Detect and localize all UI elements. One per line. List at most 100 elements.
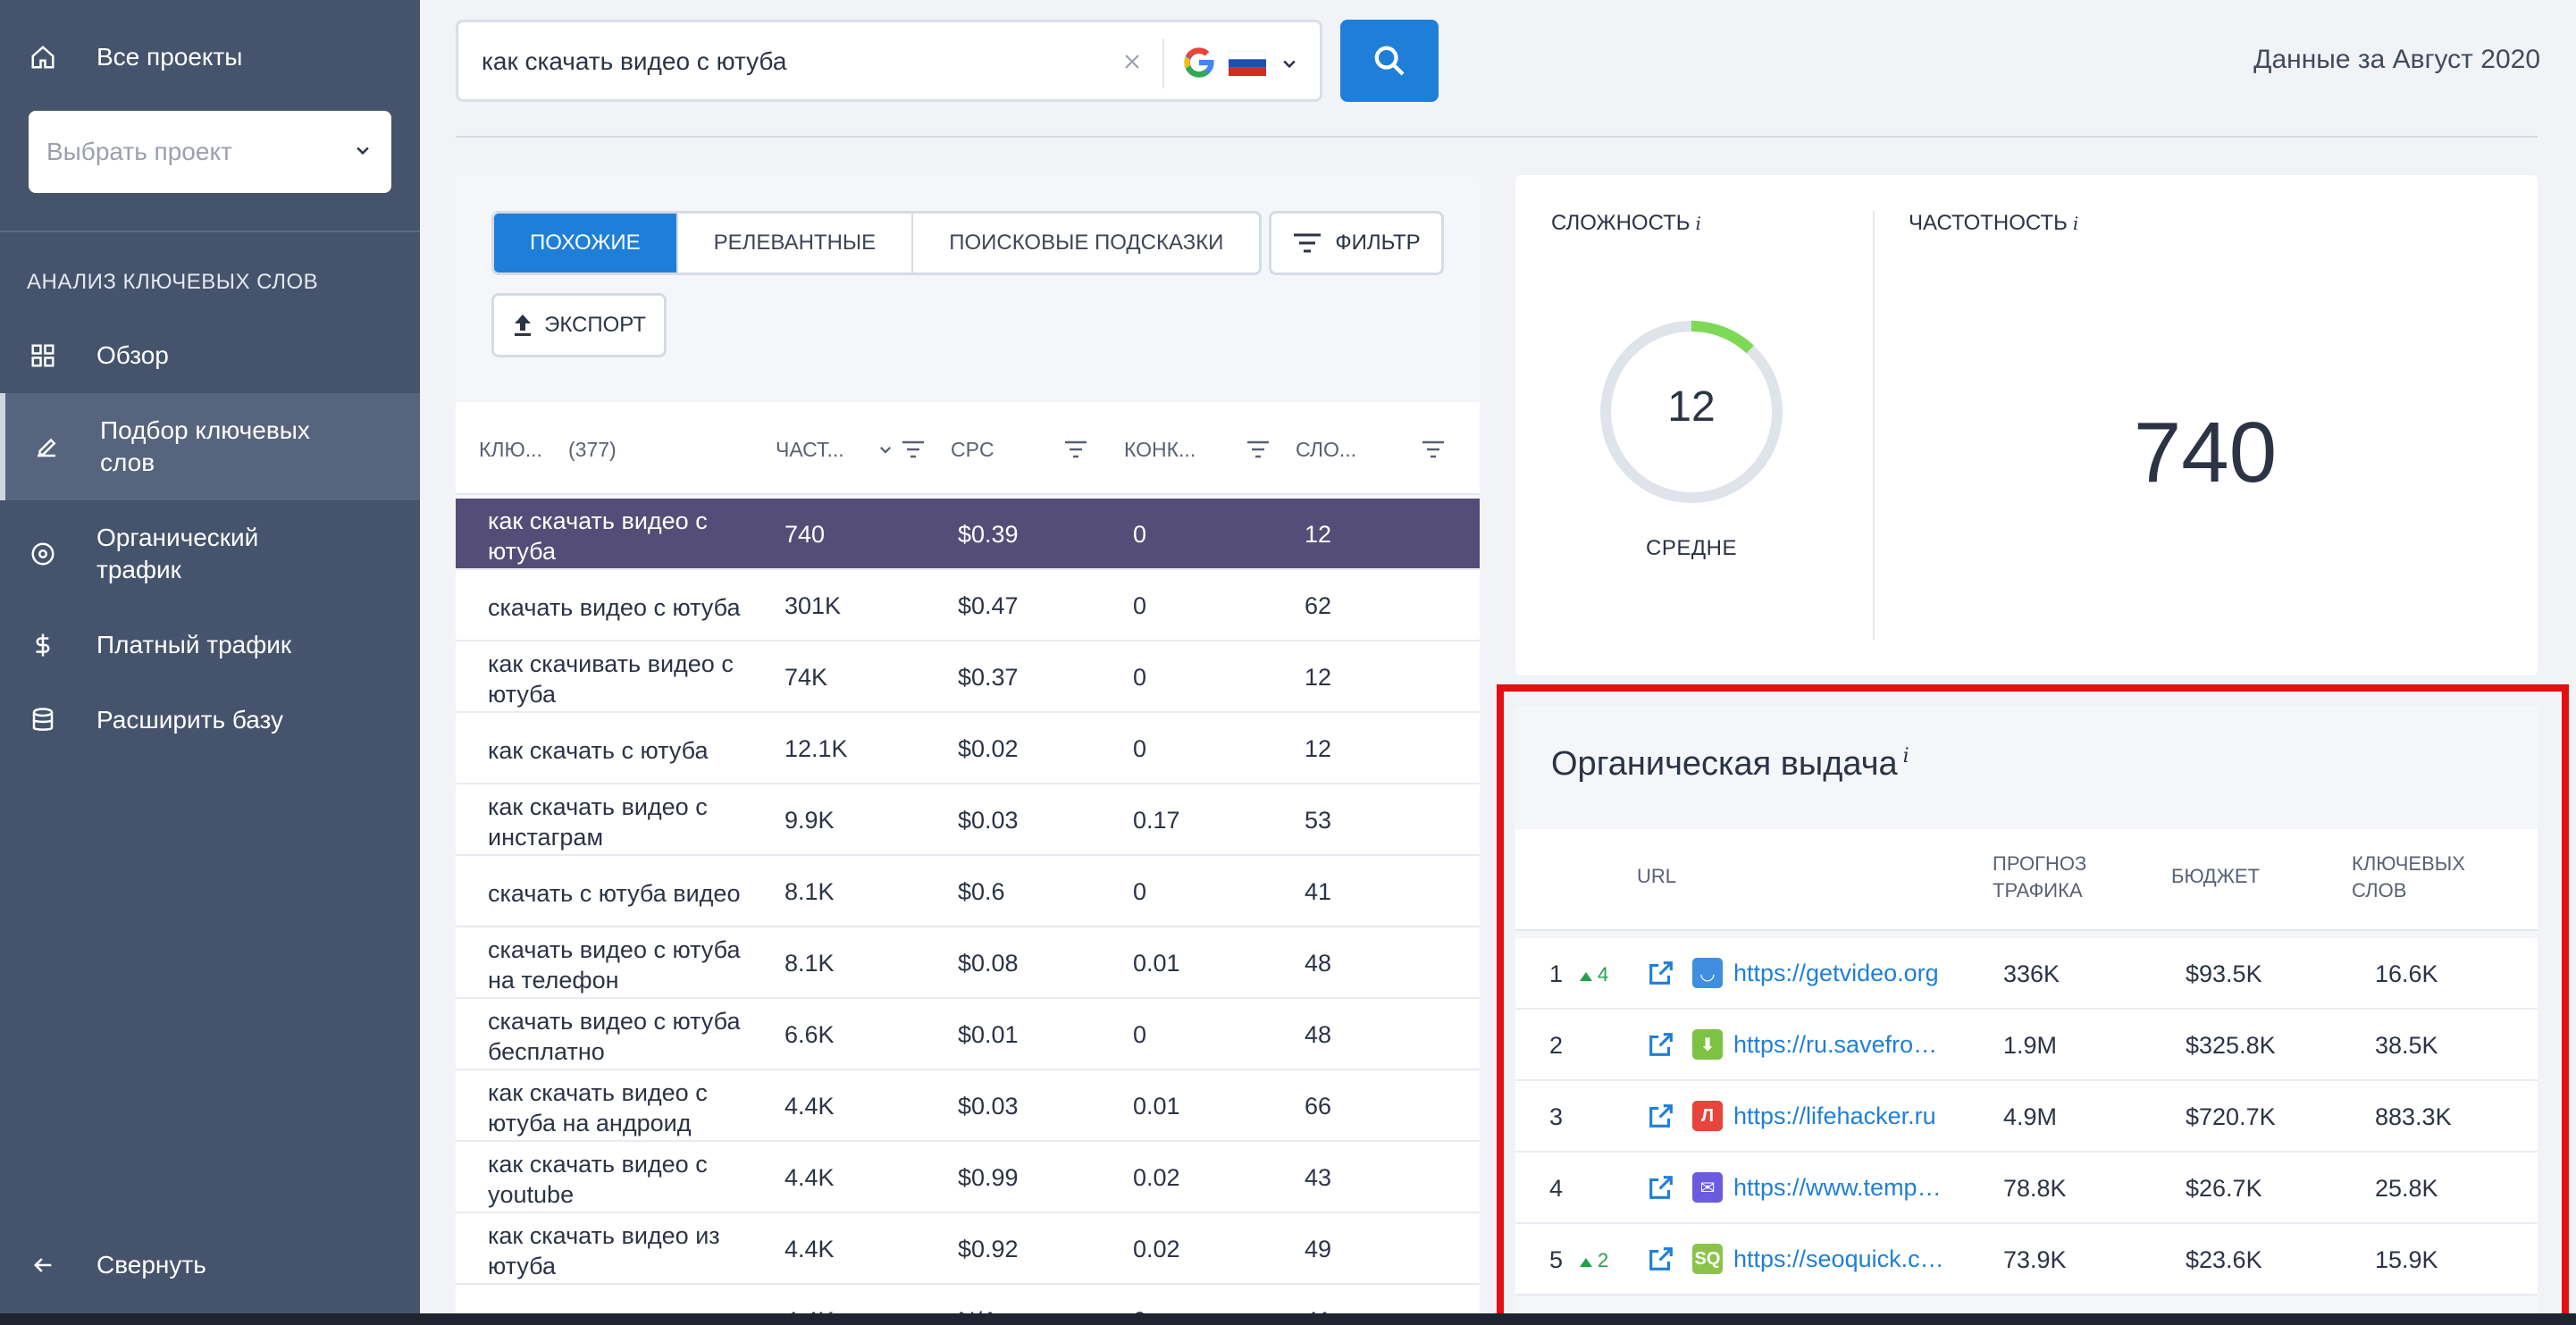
- external-link-icon[interactable]: [1646, 1101, 1676, 1131]
- keyword-tabs: ПОХОЖИЕ РЕЛЕВАНТНЫЕ ПОИСКОВЫЕ ПОДСКАЗКИ: [491, 211, 1263, 275]
- column-difficulty[interactable]: СЛО...: [1296, 438, 1357, 461]
- keyword-cell[interactable]: как скачать видео с youtube: [488, 1151, 708, 1208]
- cpc-cell: $0.6: [958, 878, 1005, 905]
- table-row[interactable]: скачать с ютуба видео 8.1K $0.6 0 41: [456, 856, 1480, 927]
- difficulty-cell: 43: [1305, 1164, 1332, 1191]
- keyword-cell[interactable]: скачать видео с ютуба: [488, 594, 741, 621]
- table-row[interactable]: как скачать видео с инстаграм 9.9K $0.03 0.…: [456, 784, 1480, 856]
- table-row[interactable]: как скачать видео с ютуба на андроид 4.4K…: [456, 1070, 1480, 1142]
- keyword-cell[interactable]: как скачать видео с ютуба: [488, 507, 708, 565]
- column-budget[interactable]: БЮДЖЕТ: [2171, 865, 2261, 887]
- google-icon[interactable]: [1180, 44, 1218, 81]
- sidebar-item-overview[interactable]: Обзор: [0, 340, 420, 372]
- difficulty-text: СРЕДНЕ: [1646, 536, 1737, 560]
- table-row[interactable]: скачать видео с ютуба 301K $0.47 0 62: [456, 570, 1480, 642]
- competition-cell: 0: [1133, 664, 1147, 691]
- rank-cell: 2: [1549, 1032, 1564, 1059]
- keywords-cell: 16.6K: [2375, 960, 2438, 987]
- table-row[interactable]: как скачать с ютуба 12.1K $0.02 0 12: [456, 713, 1480, 784]
- cpc-cell: $0.39: [958, 521, 1019, 548]
- tab-similar[interactable]: ПОХОЖИЕ: [494, 214, 678, 273]
- column-filter-icon[interactable]: [901, 440, 926, 459]
- collapse-label: Свернуть: [96, 1251, 206, 1279]
- keywords-cell: 883.3K: [2375, 1103, 2452, 1130]
- table-row[interactable]: как скачать видео из ютуба 4.4K $0.92 0.02 4…: [456, 1213, 1480, 1285]
- difficulty-cell: 66: [1305, 1093, 1332, 1120]
- external-link-icon[interactable]: [1646, 1244, 1676, 1274]
- volume-cell: 301K: [785, 592, 842, 619]
- sidebar-item-keyword-research[interactable]: Подбор ключевых слов: [0, 393, 420, 500]
- volume-value: 740: [2133, 405, 2278, 500]
- column-filter-icon[interactable]: [1246, 440, 1271, 459]
- keyword-cell[interactable]: как скачать видео с инстаграм: [488, 793, 708, 851]
- keyword-cell[interactable]: как скачать с ютуба: [488, 737, 709, 764]
- table-row: 2 ⬇ https://ru.savefrom.net 1.9M $325.8K 38.5…: [1515, 1010, 2538, 1081]
- clear-search-icon[interactable]: [1114, 44, 1150, 80]
- chevron-down-icon[interactable]: [1280, 55, 1298, 72]
- filter-icon: [1294, 233, 1322, 253]
- filter-button[interactable]: ФИЛЬТР: [1269, 211, 1444, 275]
- keyword-cell[interactable]: как скачать видео с ютуба на андроид: [488, 1079, 708, 1136]
- info-icon[interactable]: i: [2072, 213, 2079, 234]
- column-filter-icon[interactable]: [1063, 440, 1088, 459]
- column-traffic[interactable]: ПРОГНОЗ ТРАФИКА: [1993, 851, 2086, 904]
- search-separator: [1162, 38, 1164, 88]
- keyword-cell[interactable]: скачать видео с ютуба бесплатно: [488, 1008, 741, 1065]
- column-competition[interactable]: КОНК...: [1124, 438, 1196, 461]
- tab-search-suggestions[interactable]: ПОИСКОВЫЕ ПОДСКАЗКИ: [949, 231, 1224, 255]
- column-cpc[interactable]: CPC: [951, 438, 994, 461]
- rank-cell: 5: [1549, 1246, 1564, 1273]
- column-volume[interactable]: ЧАСТ...: [776, 438, 844, 461]
- external-link-icon[interactable]: [1646, 1172, 1676, 1203]
- volume-cell: 6.6K: [785, 1021, 835, 1048]
- keyword-cell[interactable]: как скачивать видео с ютуба: [488, 650, 734, 708]
- column-url[interactable]: URL: [1637, 865, 1677, 887]
- rank-cell: 1: [1549, 960, 1564, 987]
- keyword-cell[interactable]: скачать видео с ютуба на телефон: [488, 936, 741, 994]
- budget-cell: $23.6K: [2186, 1246, 2262, 1273]
- organic-results-card: Органическая выдача i URL ПРОГНОЗ ТРАФИКА…: [1515, 706, 2538, 1325]
- external-link-icon[interactable]: [1646, 958, 1676, 988]
- keywords-panel: ПОХОЖИЕ РЕЛЕВАНТНЫЕ ПОИСКОВЫЕ ПОДСКАЗКИ …: [456, 175, 1480, 1325]
- column-filter-icon[interactable]: [1421, 440, 1446, 459]
- keywords-table: КЛЮ... (377) ЧАСТ... CPC КОНК... СЛО... …: [456, 402, 1480, 1325]
- cpc-cell: $0.99: [958, 1164, 1019, 1191]
- search-button[interactable]: [1340, 20, 1439, 102]
- pencil-icon: [30, 431, 63, 463]
- sort-chevron-icon[interactable]: [877, 441, 894, 457]
- search-input[interactable]: как скачать видео с ютуба: [482, 47, 787, 75]
- column-traffic-line1: ПРОГНОЗ: [1993, 852, 2087, 875]
- table-row[interactable]: скачать видео с ютуба на телефон 8.1K $0.0…: [456, 927, 1480, 999]
- keyword-cell[interactable]: как скачать видео из ютуба: [488, 1222, 720, 1279]
- tab-relevant[interactable]: РЕЛЕВАНТНЫЕ: [678, 214, 914, 273]
- table-row[interactable]: как скачать видео с ютуба 740 $0.39 0 12: [456, 499, 1480, 570]
- rank-change-value: 4: [1598, 963, 1609, 985]
- difficulty-cell: 48: [1305, 950, 1332, 977]
- sidebar-item-label: Расширить базу: [96, 706, 284, 734]
- all-projects-link[interactable]: Все проекты: [0, 41, 420, 73]
- external-link-icon[interactable]: [1646, 1029, 1676, 1060]
- collapse-sidebar-button[interactable]: Свернуть: [0, 1249, 420, 1281]
- search-box[interactable]: как скачать видео с ютуба: [456, 20, 1322, 102]
- info-icon[interactable]: i: [1695, 213, 1701, 234]
- sidebar-item-paid-traffic[interactable]: Платный трафик: [0, 629, 420, 661]
- column-keyword[interactable]: КЛЮ...: [479, 438, 542, 461]
- column-keywords[interactable]: КЛЮЧЕВЫХ СЛОВ: [2352, 851, 2465, 904]
- russia-flag-icon[interactable]: [1229, 51, 1266, 76]
- export-button[interactable]: ЭКСПОРТ: [491, 293, 667, 357]
- info-icon[interactable]: i: [1902, 745, 1909, 767]
- sidebar-item-expand-base[interactable]: Расширить базу: [0, 704, 420, 736]
- triangle-up-icon: [1580, 972, 1592, 981]
- table-row[interactable]: как скачивать видео с ютуба 74K $0.37 0 12: [456, 642, 1480, 713]
- table-row[interactable]: как скачать видео с youtube 4.4K $0.99 0.02…: [456, 1142, 1480, 1213]
- cpc-cell: $0.08: [958, 950, 1019, 977]
- mail-icon: ✉: [1692, 1172, 1723, 1203]
- sidebar-item-organic-traffic[interactable]: Органический трафик: [0, 522, 420, 586]
- cpc-cell: $0.03: [958, 807, 1019, 834]
- top-divider: [456, 136, 2538, 138]
- table-row[interactable]: скачать видео с ютуба бесплатно 6.6K $0.01…: [456, 999, 1480, 1070]
- project-select[interactable]: Выбрать проект: [29, 111, 391, 193]
- keyword-cell[interactable]: скачать с ютуба видео: [488, 880, 741, 907]
- upload-icon: [515, 314, 532, 336]
- grid-icon: [27, 340, 59, 372]
